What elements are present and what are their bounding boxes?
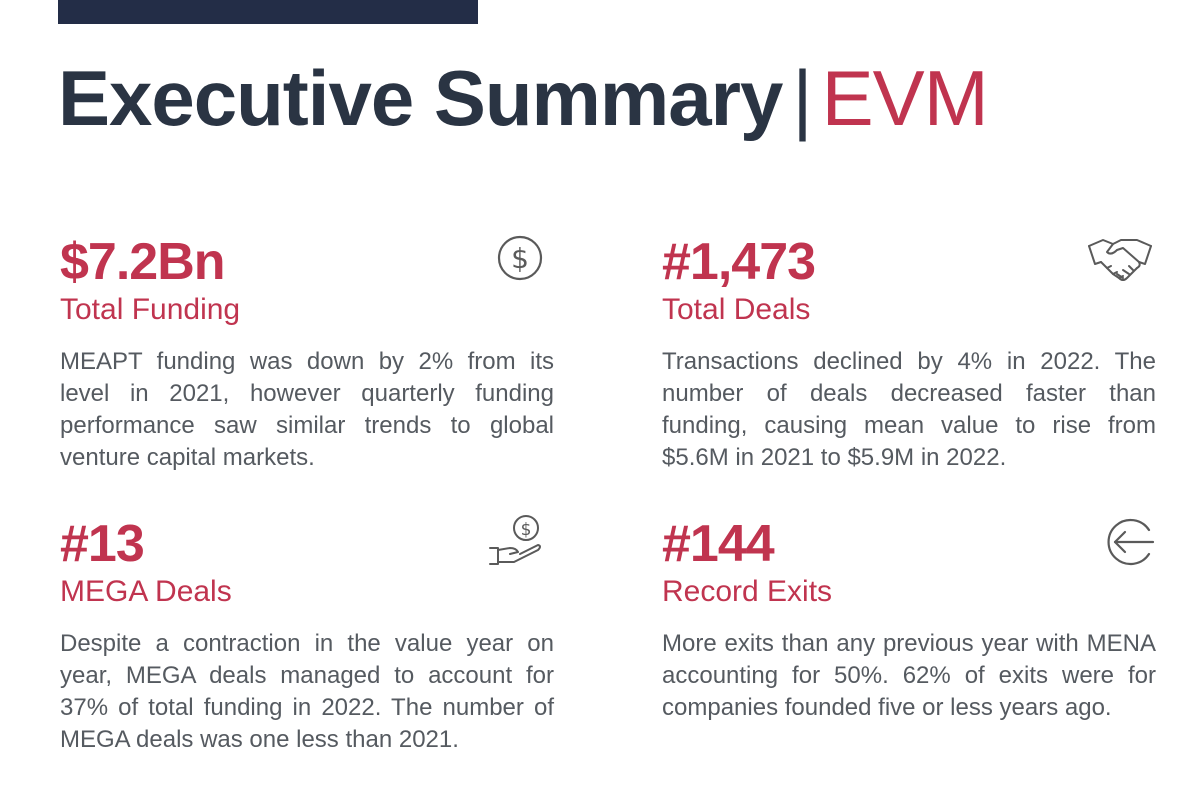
card-total-funding: $7.2Bn Total Funding MEAPT funding was d… (60, 232, 554, 474)
stat-value: #13 (60, 515, 145, 573)
stat-value: $7.2Bn (60, 233, 226, 291)
hand-coin-icon: $ (484, 512, 554, 572)
stat-description: MEAPT funding was down by 2% from its le… (60, 348, 554, 471)
stat-value: #1,473 (662, 233, 816, 291)
card-record-exits: #144 Record Exits More exits than any pr… (662, 514, 1156, 724)
top-accent-bar (58, 0, 478, 24)
stat-description: Despite a contraction in the value year … (60, 630, 554, 753)
stat-label: Record Exits (662, 575, 833, 608)
exit-arrow-icon (1093, 512, 1163, 572)
stat-label: Total Deals (662, 293, 811, 326)
card-total-deals: #1,473 Total Deals Transactions declined… (662, 232, 1156, 474)
dollar-circle-icon: $ (485, 228, 555, 288)
stat-description: Transactions declined by 4% in 2022. The… (662, 348, 1156, 471)
page-title: Executive Summary | EVM (58, 50, 989, 146)
stat-label: Total Funding (60, 293, 241, 326)
stat-value: #144 (662, 515, 775, 573)
card-mega-deals: #13 MEGA Deals Despite a contraction in … (60, 514, 554, 756)
stat-description: More exits than any previous year with M… (662, 630, 1156, 721)
title-accent: EVM (821, 54, 989, 142)
svg-text:$: $ (511, 242, 529, 275)
title-main: Executive Summary (58, 54, 783, 142)
svg-text:$: $ (521, 520, 532, 540)
stat-label: MEGA Deals (60, 575, 232, 608)
title-separator: | (792, 54, 812, 142)
handshake-icon (1085, 228, 1155, 288)
